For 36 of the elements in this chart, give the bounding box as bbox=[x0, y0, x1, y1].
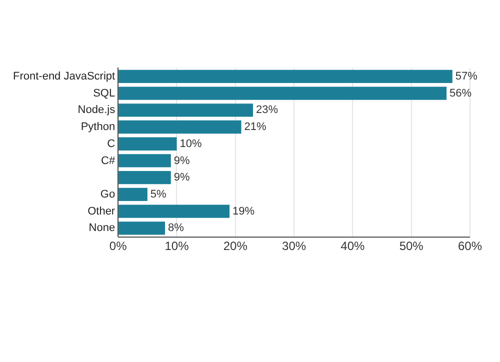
bar bbox=[118, 171, 171, 184]
bar bbox=[118, 154, 171, 168]
data-label: 57% bbox=[455, 70, 478, 82]
y-tick-label: Node.js bbox=[78, 104, 116, 116]
bar bbox=[118, 86, 447, 100]
y-tick-label: Go bbox=[100, 188, 116, 200]
x-tick-label: 50% bbox=[399, 239, 424, 254]
data-label: 21% bbox=[244, 121, 266, 134]
data-label: 9% bbox=[174, 154, 190, 167]
x-tick-label: 10% bbox=[164, 239, 190, 254]
bar bbox=[118, 222, 166, 235]
data-label: 8% bbox=[168, 222, 184, 234]
data-label: 56% bbox=[450, 87, 472, 100]
y-tick-label: None bbox=[88, 222, 116, 234]
x-tick-label: 40% bbox=[340, 239, 366, 254]
bar bbox=[118, 188, 148, 202]
y-tick-label: C bbox=[107, 138, 116, 150]
x-tick-label: 30% bbox=[282, 239, 306, 254]
data-label: 5% bbox=[150, 188, 167, 200]
data-label: 19% bbox=[232, 205, 255, 218]
y-tick-label: Other bbox=[88, 205, 116, 218]
x-tick-label: 0% bbox=[109, 239, 128, 254]
y-tick-label: Python bbox=[80, 121, 116, 134]
data-label: 10% bbox=[180, 138, 202, 150]
bar bbox=[118, 204, 230, 218]
y-tick-label: SQL bbox=[93, 87, 116, 100]
x-tick-label: 20% bbox=[223, 239, 248, 254]
bar bbox=[118, 137, 177, 150]
bar bbox=[118, 70, 452, 84]
data-label: 9% bbox=[174, 172, 190, 184]
data-label: 23% bbox=[256, 104, 278, 116]
y-tick-label: Front-end JavaScript bbox=[12, 70, 116, 82]
x-tick-label: 60% bbox=[458, 239, 482, 254]
bar bbox=[118, 104, 253, 117]
y-tick-label: C# bbox=[101, 154, 116, 167]
bar bbox=[118, 120, 242, 134]
